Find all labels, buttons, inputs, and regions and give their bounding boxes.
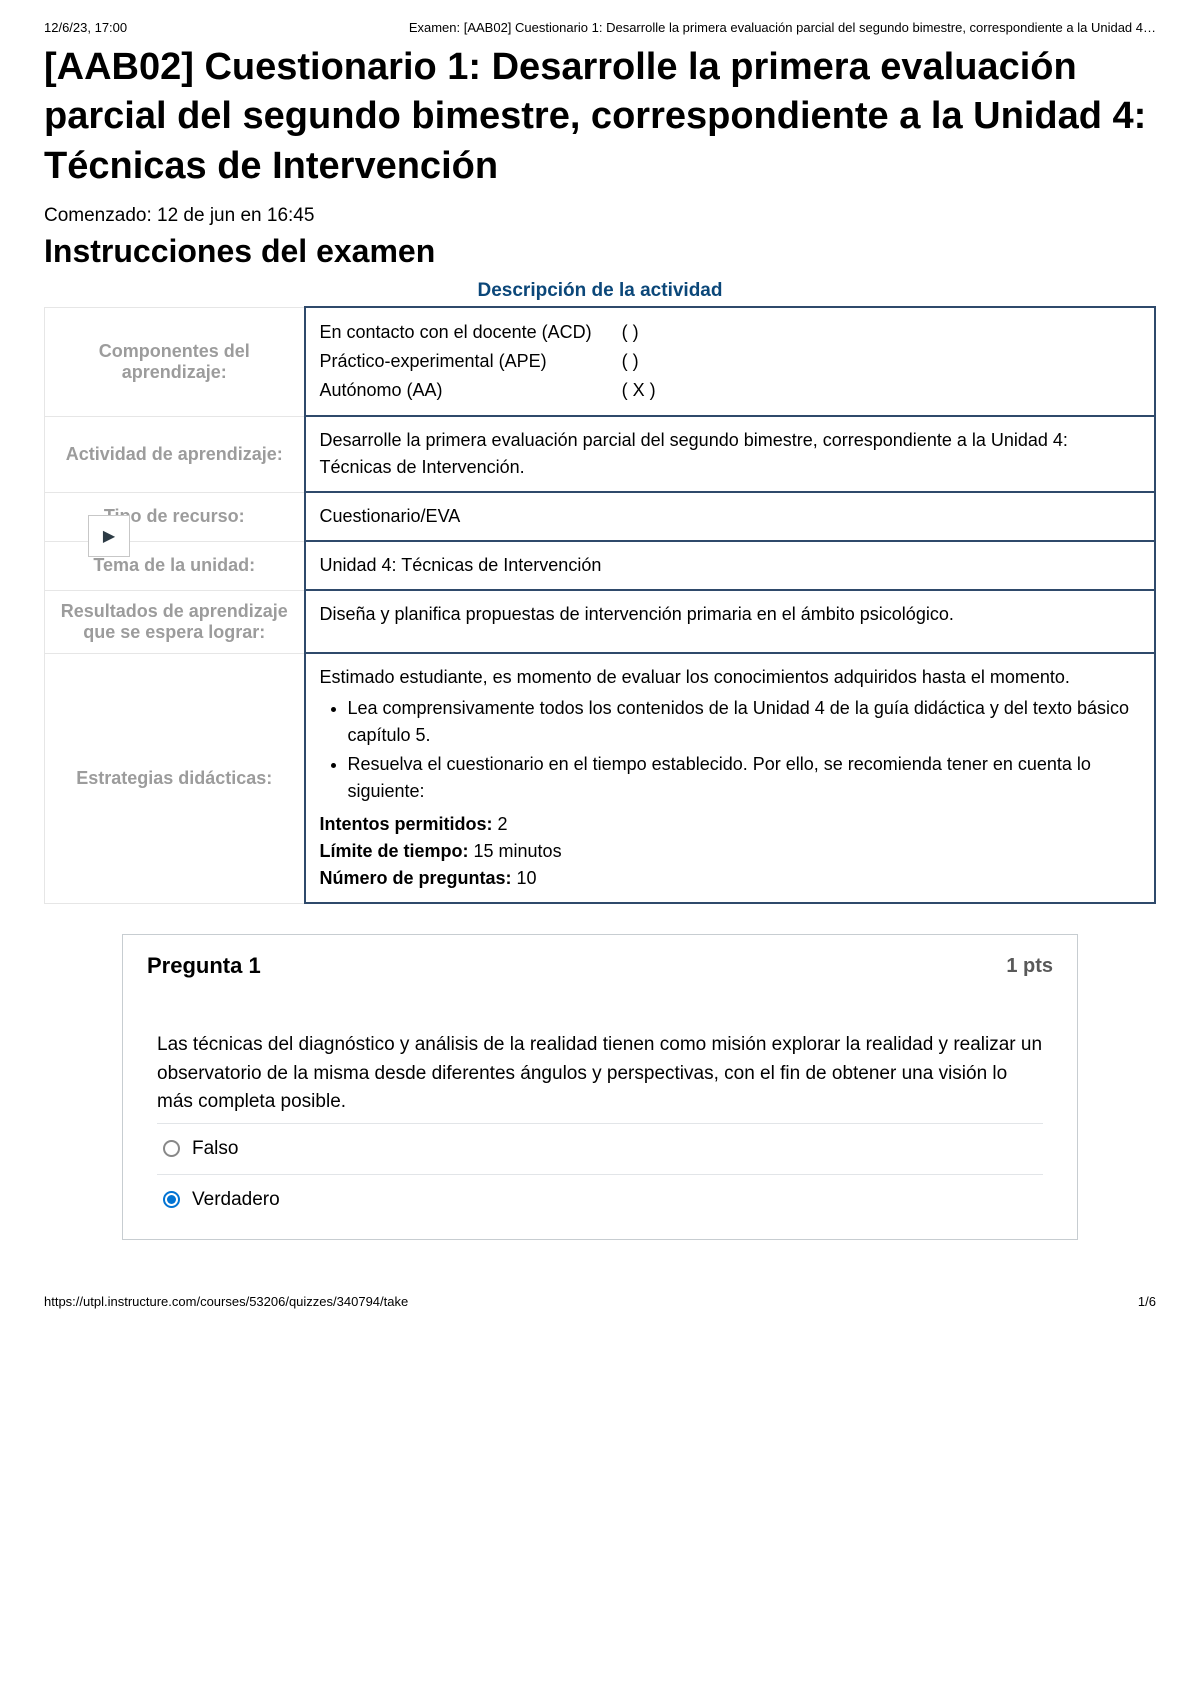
intentos-value: 2: [493, 814, 508, 834]
estrategias-bullet-2: Resuelva el cuestionario en el tiempo es…: [348, 751, 1141, 805]
row-label-tema-text: Tema de la unidad:: [93, 555, 255, 575]
componente-ape-mark: ( ): [600, 347, 664, 376]
question-text: Las técnicas del diagnóstico y análisis …: [123, 997, 1077, 1123]
description-title: Descripción de la actividad: [44, 280, 1156, 302]
radio-checked-icon: [163, 1191, 180, 1208]
page-title: [AAB02] Cuestionario 1: Desarrolle la pr…: [44, 43, 1156, 191]
instructions-heading: Instrucciones del examen: [44, 233, 1156, 270]
footer-url: https://utpl.instructure.com/courses/532…: [44, 1294, 408, 1309]
componente-acd-mark: ( ): [600, 318, 664, 347]
answer-label: Falso: [192, 1138, 238, 1160]
started-time: Comenzado: 12 de jun en 16:45: [44, 205, 1156, 227]
row-label-tema: Tema de la unidad:: [45, 541, 305, 590]
estrategias-bullet-1: Lea comprensivamente todos los contenido…: [348, 695, 1141, 749]
play-icon: ▶: [103, 526, 115, 546]
question-card: Pregunta 1 1 pts Las técnicas del diagnó…: [122, 934, 1078, 1240]
row-label-componentes: Componentes del aprendizaje:: [45, 307, 305, 416]
row-value-actividad: Desarrolle la primera evaluación parcial…: [305, 416, 1156, 492]
intentos-label: Intentos permitidos:: [320, 814, 493, 834]
answer-label: Verdadero: [192, 1189, 280, 1211]
row-label-actividad: Actividad de aprendizaje:: [45, 416, 305, 492]
row-value-tema: Unidad 4: Técnicas de Intervención: [305, 541, 1156, 590]
numero-value: 10: [512, 868, 537, 888]
row-value-estrategias: Estimado estudiante, es momento de evalu…: [305, 653, 1156, 903]
row-value-resultados: Diseña y planifica propuestas de interve…: [305, 590, 1156, 653]
estrategias-intro: Estimado estudiante, es momento de evalu…: [320, 664, 1141, 691]
print-title: Examen: [AAB02] Cuestionario 1: Desarrol…: [409, 20, 1156, 35]
componente-acd: En contacto con el docente (ACD): [320, 318, 600, 347]
question-points: 1 pts: [1006, 955, 1053, 978]
row-label-tipo: Tipo de recurso:: [45, 492, 305, 541]
print-datetime: 12/6/23, 17:00: [44, 20, 127, 35]
componente-aa-mark: ( X ): [600, 376, 664, 405]
answer-option-verdadero[interactable]: Verdadero: [157, 1174, 1043, 1225]
play-button[interactable]: ▶: [88, 515, 130, 557]
componente-aa: Autónomo (AA): [320, 376, 600, 405]
limite-value: 15 minutos: [469, 841, 562, 861]
print-footer: https://utpl.instructure.com/courses/532…: [0, 1294, 1200, 1309]
activity-table: Componentes del aprendizaje: En contacto…: [44, 306, 1156, 904]
answer-option-falso[interactable]: Falso: [157, 1123, 1043, 1174]
print-header: 12/6/23, 17:00 Examen: [AAB02] Cuestiona…: [44, 20, 1156, 35]
question-title: Pregunta 1: [147, 953, 261, 979]
row-label-resultados: Resultados de aprendizaje que se espera …: [45, 590, 305, 653]
limite-label: Límite de tiempo:: [320, 841, 469, 861]
row-label-estrategias: Estrategias didácticas:: [45, 653, 305, 903]
componente-ape: Práctico-experimental (APE): [320, 347, 600, 376]
numero-label: Número de preguntas:: [320, 868, 512, 888]
row-value-tipo: Cuestionario/EVA: [305, 492, 1156, 541]
footer-page: 1/6: [1138, 1294, 1156, 1309]
row-value-componentes: En contacto con el docente (ACD) ( ) Prá…: [305, 307, 1156, 416]
radio-unchecked-icon: [163, 1140, 180, 1157]
